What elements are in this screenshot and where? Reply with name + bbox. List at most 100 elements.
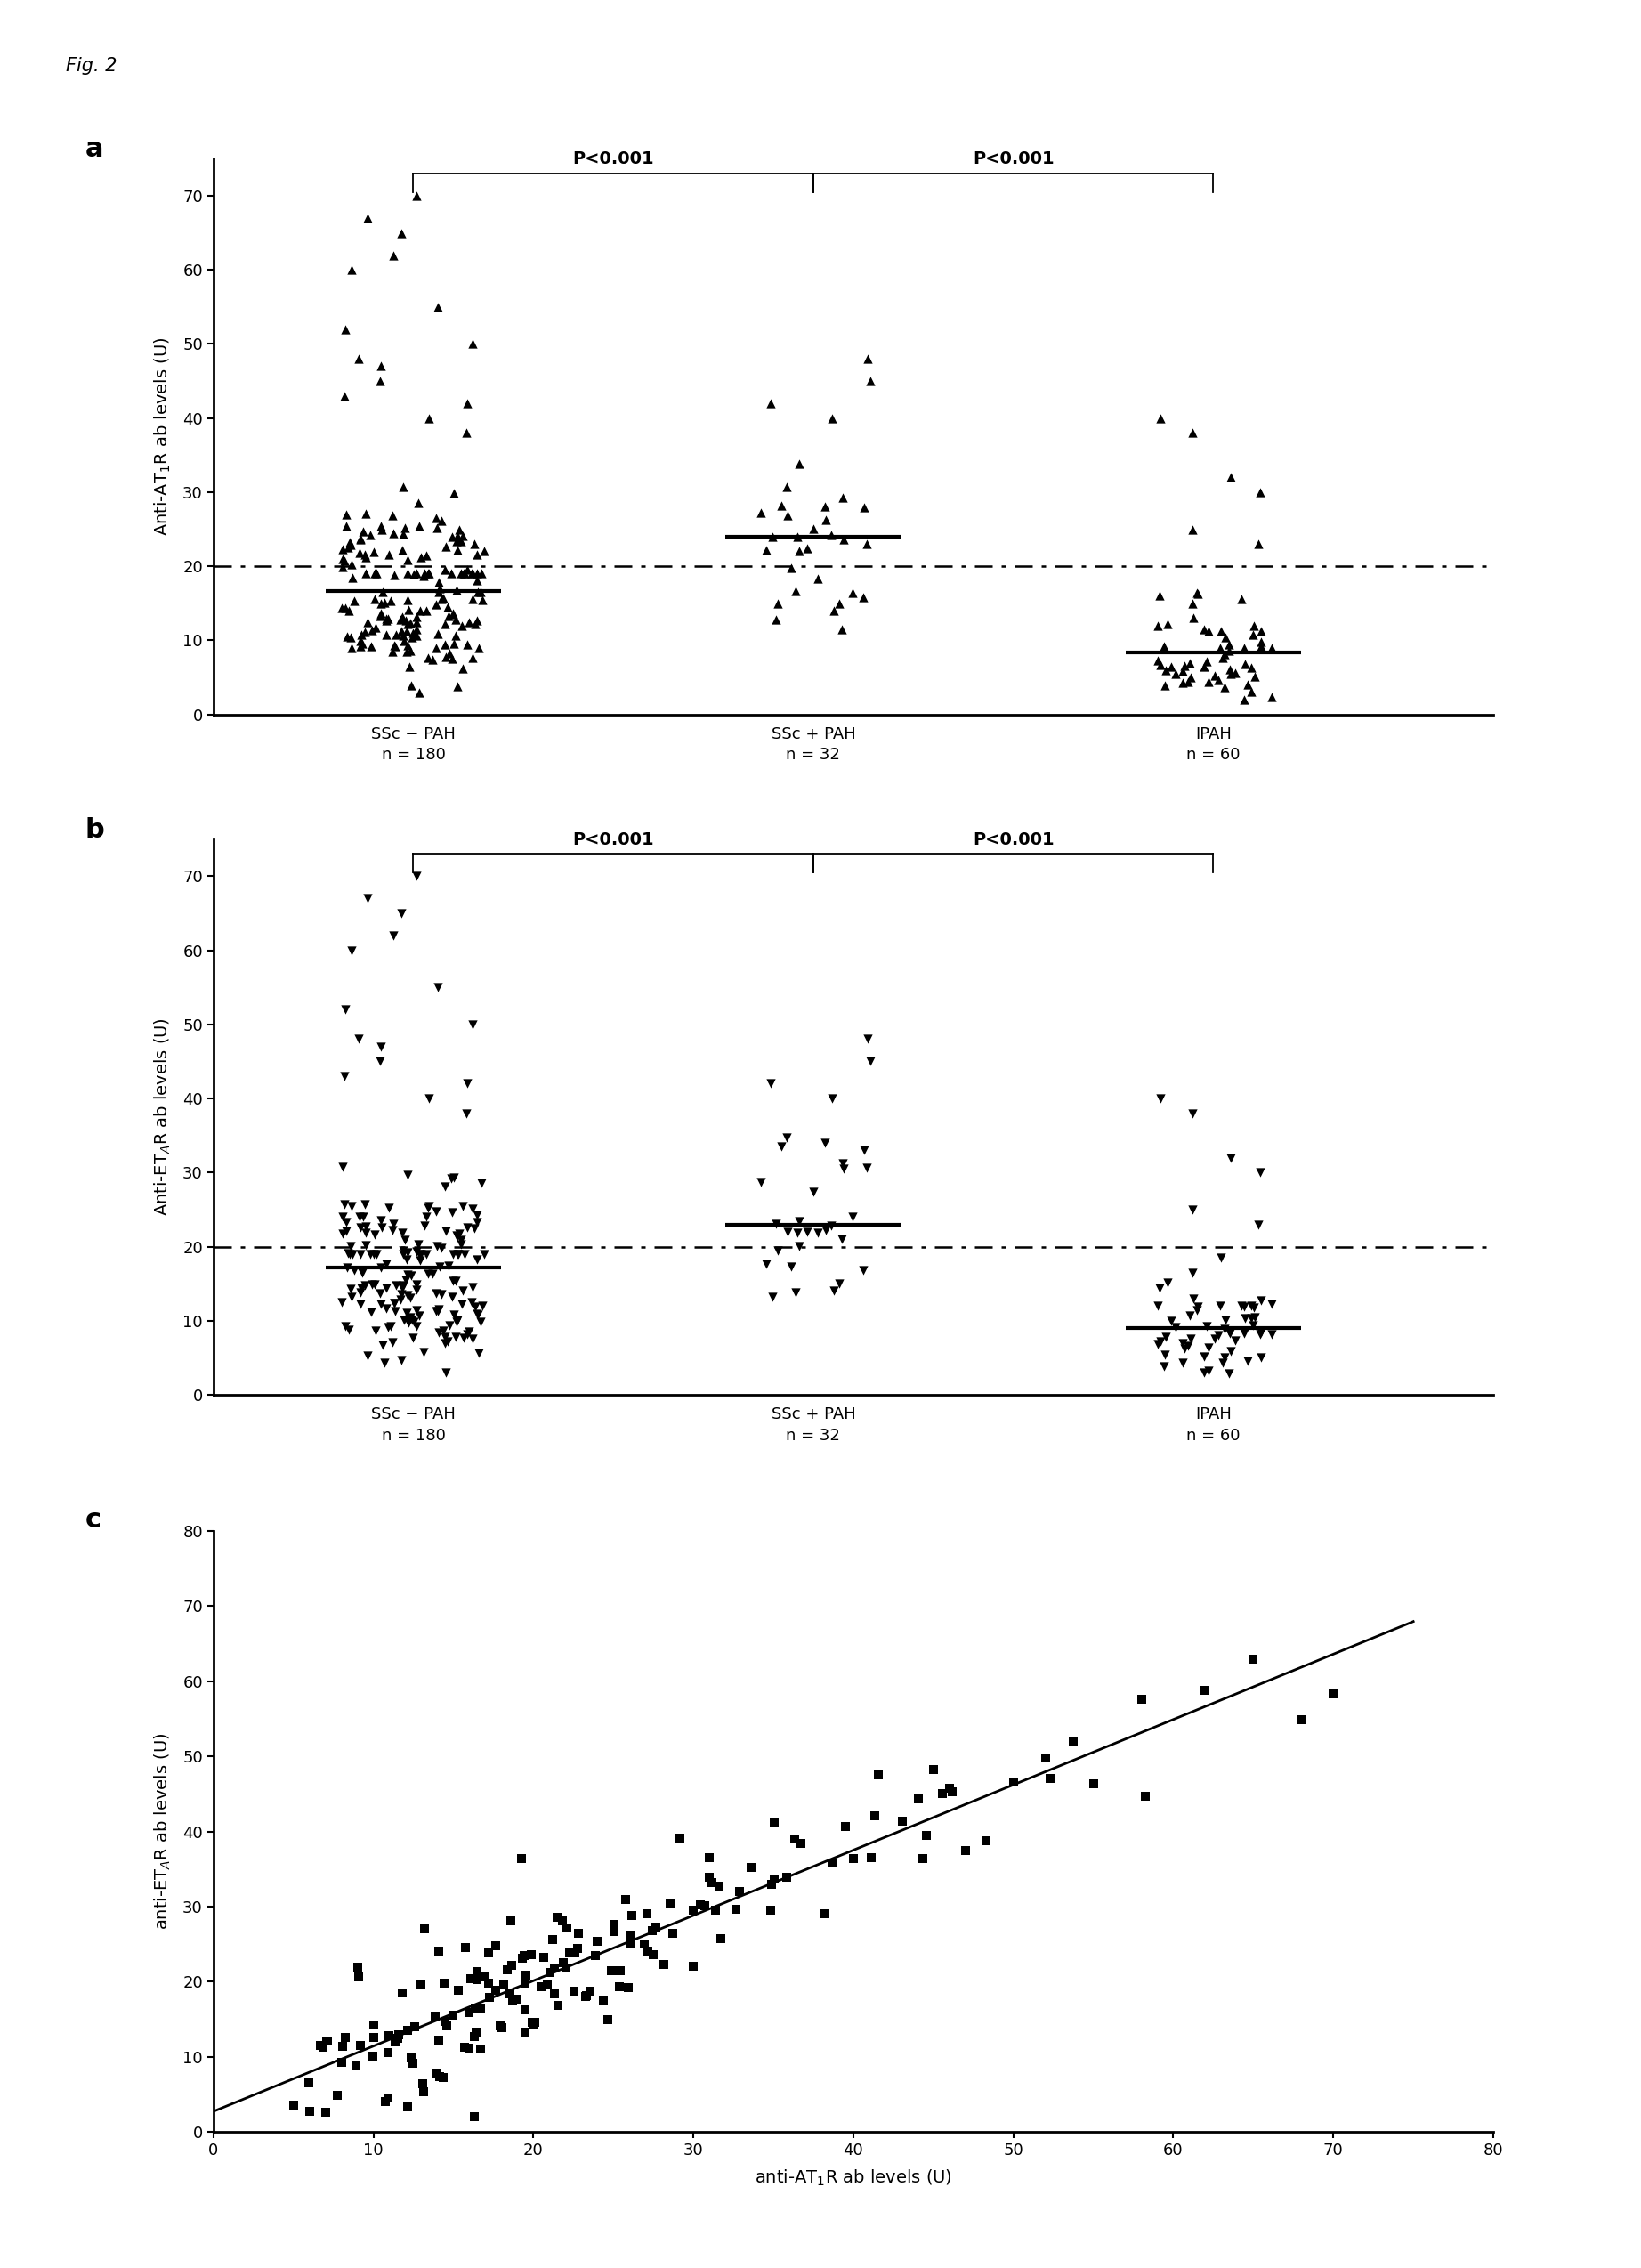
Point <box>1208 631 1234 667</box>
Point <box>395 1304 422 1340</box>
Point <box>425 574 451 610</box>
Point <box>368 1202 394 1238</box>
Point <box>461 1211 487 1247</box>
Point <box>812 1125 839 1161</box>
Point <box>281 2087 307 2123</box>
Point <box>819 1080 845 1116</box>
Point <box>395 649 422 685</box>
Point <box>348 1270 374 1306</box>
Point <box>394 1256 420 1293</box>
Point <box>612 1880 638 1916</box>
Point <box>812 1211 839 1247</box>
Point <box>330 2028 356 2064</box>
Point <box>445 669 471 705</box>
Point <box>1223 1322 1249 1359</box>
Point <box>353 1227 379 1263</box>
Point <box>1231 631 1257 667</box>
Point <box>758 1867 784 1903</box>
Point <box>1191 649 1218 685</box>
Point <box>345 1960 371 1996</box>
Point <box>1288 1701 1314 1737</box>
Point <box>1180 510 1206 547</box>
Point <box>693 1887 719 1923</box>
Point <box>1218 1139 1244 1175</box>
Point <box>374 2080 400 2116</box>
Point <box>565 1930 591 1966</box>
Point <box>455 386 481 422</box>
Point <box>1185 576 1211 612</box>
Point <box>929 1776 955 1812</box>
Point <box>374 601 400 637</box>
Point <box>399 1302 425 1338</box>
Point <box>1239 674 1265 710</box>
Point <box>464 562 491 599</box>
Point <box>455 551 481 587</box>
Point <box>463 1989 489 2025</box>
Point <box>313 2023 340 2059</box>
Point <box>404 599 430 635</box>
Point <box>852 490 878 526</box>
Point <box>784 519 811 556</box>
Point <box>381 515 407 551</box>
Point <box>640 1937 666 1973</box>
Point <box>438 640 464 676</box>
Point <box>1193 1309 1219 1345</box>
Point <box>1216 1313 1242 1349</box>
Point <box>1032 1740 1058 1776</box>
Point <box>405 674 432 710</box>
Point <box>819 517 845 553</box>
Point <box>519 2005 545 2041</box>
Point <box>338 252 364 288</box>
Point <box>381 236 407 272</box>
Point <box>336 1311 363 1347</box>
Point <box>1129 1681 1155 1717</box>
Point <box>348 1209 374 1245</box>
Point <box>395 1300 422 1336</box>
Point <box>415 1188 441 1225</box>
Point <box>397 606 423 642</box>
Point <box>794 1213 820 1250</box>
Point <box>1147 1080 1173 1116</box>
Point <box>527 1969 553 2005</box>
Point <box>338 1229 364 1266</box>
Point <box>382 617 409 653</box>
Point <box>420 1256 446 1293</box>
Point <box>443 524 469 560</box>
Point <box>952 1833 978 1869</box>
Point <box>432 551 458 587</box>
Point <box>748 1163 775 1200</box>
Point <box>404 556 430 592</box>
Point <box>389 533 415 569</box>
Point <box>407 508 433 544</box>
Point <box>432 1964 458 2000</box>
Point <box>1132 1778 1159 1814</box>
Point <box>361 1216 387 1252</box>
Point <box>1080 1765 1106 1801</box>
Point <box>363 1236 389 1272</box>
Point <box>371 1345 397 1381</box>
Point <box>331 2019 358 2055</box>
Point <box>399 619 425 655</box>
Point <box>389 599 415 635</box>
Point <box>450 1320 476 1356</box>
Point <box>468 1304 494 1340</box>
Point <box>340 560 366 596</box>
Point <box>765 1232 791 1268</box>
Point <box>594 2003 620 2039</box>
Point <box>512 2014 538 2050</box>
Point <box>338 526 364 562</box>
Point <box>407 1243 433 1279</box>
Point <box>852 1132 878 1168</box>
Point <box>1247 628 1273 665</box>
Point <box>494 1950 520 1987</box>
Point <box>1247 1315 1273 1352</box>
Point <box>773 469 799 506</box>
Point <box>397 1300 423 1336</box>
Point <box>379 1325 405 1361</box>
Point <box>650 1946 676 1982</box>
Point <box>550 1903 576 1939</box>
Point <box>804 1213 830 1250</box>
Point <box>758 1892 784 1928</box>
Point <box>633 1896 660 1932</box>
Point <box>812 501 839 538</box>
